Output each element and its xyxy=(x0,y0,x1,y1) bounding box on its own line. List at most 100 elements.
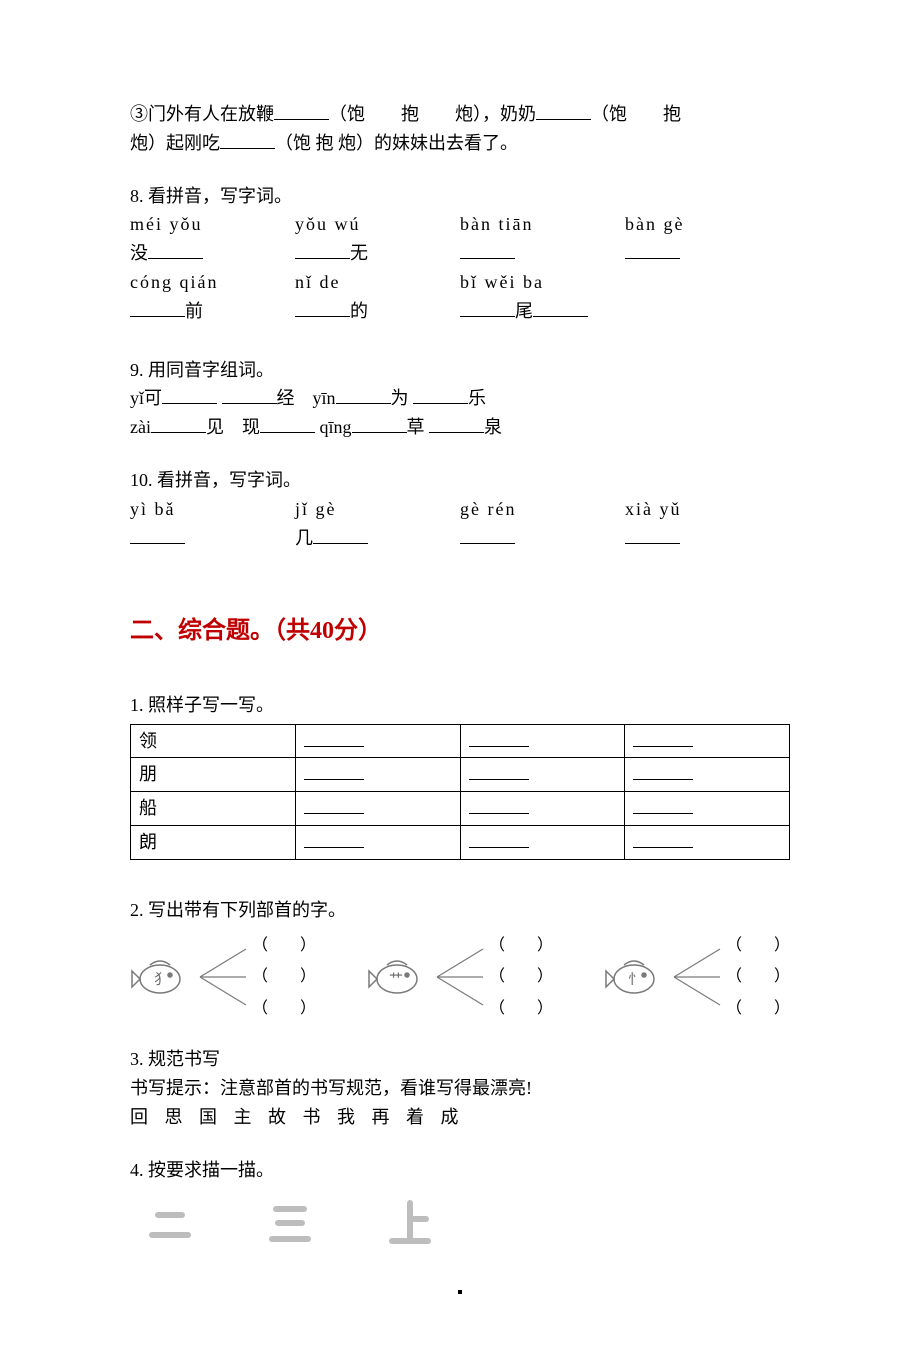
blank-fill[interactable] xyxy=(151,415,206,433)
s2-q4-title: 4. 按要求描一描。 xyxy=(130,1156,790,1185)
paren-slot[interactable]: （ ） xyxy=(489,933,553,959)
blank-fill[interactable] xyxy=(336,386,391,404)
s2-q2-title: 2. 写出带有下列部首的字。 xyxy=(130,896,790,925)
pinyin: méi yǒu xyxy=(130,214,203,234)
trace-char-san[interactable] xyxy=(260,1193,320,1253)
paren-slot[interactable]: （ ） xyxy=(252,933,316,959)
pinyin: bàn gè xyxy=(625,214,684,234)
paren-slot[interactable]: （ ） xyxy=(726,996,790,1022)
s2-question-1: 1. 照样子写一写。 领 朋 船 朗 xyxy=(130,691,790,860)
text: 为 xyxy=(391,388,409,408)
pinyin: bǐ wěi ba xyxy=(460,272,544,292)
question-9: 9. 用同音字组词。 yǐ可 经 yīn为 乐 zài见 现 qīng草 泉 xyxy=(130,356,790,442)
blank-fill[interactable] xyxy=(460,241,515,259)
bracket-lines-icon xyxy=(198,941,248,1013)
hanzi: 无 xyxy=(350,243,368,263)
pinyin: gè rén xyxy=(460,499,516,519)
table-cell[interactable] xyxy=(295,825,460,859)
table-row: 船 xyxy=(131,792,790,826)
table-cell[interactable] xyxy=(460,758,625,792)
paren-slot[interactable]: （ ） xyxy=(489,964,553,990)
blank-fill[interactable] xyxy=(260,415,315,433)
table-cell-head: 朗 xyxy=(131,825,296,859)
fish-icon: 艹 xyxy=(367,953,431,1001)
text: 经 yīn xyxy=(277,388,336,408)
hanzi: 没 xyxy=(130,243,148,263)
table-cell[interactable] xyxy=(625,792,790,826)
q8-row1-pinyin: méi yǒu yǒu wú bàn tiān bàn gè xyxy=(130,210,790,239)
trace-row xyxy=(130,1193,790,1253)
s2-q3-title: 3. 规范书写 xyxy=(130,1045,790,1074)
s2-question-2: 2. 写出带有下列部首的字。 犭 xyxy=(130,896,790,1022)
text: 泉 xyxy=(484,417,502,437)
table-cell[interactable] xyxy=(625,724,790,758)
pinyin: cóng qián xyxy=(130,272,218,292)
question-8-title: 8. 看拼音，写字词。 xyxy=(130,182,790,211)
table-cell[interactable] xyxy=(625,758,790,792)
choice-text: （饱 抱 炮），奶奶 xyxy=(329,104,536,124)
text: zài xyxy=(130,417,151,437)
question-10: 10. 看拼音，写字词。 yì bǎ jǐ gè gè rén xià yǔ 几 xyxy=(130,466,790,552)
trace-char-shang[interactable] xyxy=(380,1193,440,1253)
table-cell[interactable] xyxy=(295,724,460,758)
s2-question-3: 3. 规范书写 书写提示：注意部首的书写规范，看谁写得最漂亮! 回 思 国 主 … xyxy=(130,1045,790,1131)
radical-text: 犭 xyxy=(154,972,168,988)
table-cell-head: 朋 xyxy=(131,758,296,792)
table-cell[interactable] xyxy=(625,825,790,859)
table-cell[interactable] xyxy=(460,724,625,758)
q8-row2-hanzi: 前 的 尾 xyxy=(130,297,790,326)
table-cell-head: 领 xyxy=(131,724,296,758)
fish-group-2: 艹 （ ） （ ） （ ） xyxy=(367,933,553,1022)
text: yǐ可 xyxy=(130,388,162,408)
text: 见 现 xyxy=(206,417,260,437)
blank-fill[interactable] xyxy=(130,299,185,317)
choice-text: （饱 抱 xyxy=(591,104,681,124)
blank-fill[interactable] xyxy=(295,299,350,317)
blank-fill[interactable] xyxy=(148,241,203,259)
paren-slot[interactable]: （ ） xyxy=(726,964,790,990)
s2-q1-table: 领 朋 船 朗 xyxy=(130,724,790,860)
page-marker xyxy=(130,1277,790,1306)
pinyin: nǐ de xyxy=(295,272,341,292)
blank-fill[interactable] xyxy=(274,102,329,120)
blank-fill[interactable] xyxy=(295,241,350,259)
blank-fill[interactable] xyxy=(625,526,680,544)
q10-pinyin: yì bǎ jǐ gè gè rén xià yǔ xyxy=(130,495,790,524)
question-8: 8. 看拼音，写字词。 méi yǒu yǒu wú bàn tiān bàn … xyxy=(130,182,790,326)
blank-fill[interactable] xyxy=(429,415,484,433)
blank-fill[interactable] xyxy=(130,526,185,544)
blank-fill[interactable] xyxy=(313,526,368,544)
paren-slot[interactable]: （ ） xyxy=(489,996,553,1022)
table-cell[interactable] xyxy=(460,825,625,859)
trace-char-er[interactable] xyxy=(140,1193,200,1253)
s2-q3-hint: 书写提示：注意部首的书写规范，看谁写得最漂亮! xyxy=(130,1074,790,1103)
paren-slot[interactable]: （ ） xyxy=(726,933,790,959)
fish-row: 犭 （ ） （ ） （ ） xyxy=(130,933,790,1022)
table-cell[interactable] xyxy=(295,792,460,826)
table-cell[interactable] xyxy=(460,792,625,826)
q10-hanzi: 几 xyxy=(130,524,790,553)
pinyin: jǐ gè xyxy=(295,499,337,519)
blank-fill[interactable] xyxy=(533,299,588,317)
bracket-slots: （ ） （ ） （ ） xyxy=(726,933,790,1022)
blank-fill[interactable] xyxy=(460,299,515,317)
s2-q1-title: 1. 照样子写一写。 xyxy=(130,691,790,720)
paren-slot[interactable]: （ ） xyxy=(252,964,316,990)
blank-fill[interactable] xyxy=(222,386,277,404)
choice-text: （饱 抱 炮）的妹妹出去看了。 xyxy=(275,133,518,153)
blank-fill[interactable] xyxy=(625,241,680,259)
blank-fill[interactable] xyxy=(460,526,515,544)
dot-icon xyxy=(458,1290,462,1294)
blank-fill[interactable] xyxy=(220,131,275,149)
blank-fill[interactable] xyxy=(162,386,217,404)
pinyin: xià yǔ xyxy=(625,499,682,519)
s2-q3-chars: 回 思 国 主 故 书 我 再 着 成 xyxy=(130,1103,790,1132)
q8-row1-hanzi: 没 无 xyxy=(130,239,790,268)
blank-fill[interactable] xyxy=(536,102,591,120)
blank-fill[interactable] xyxy=(413,386,468,404)
table-cell[interactable] xyxy=(295,758,460,792)
fish-group-1: 犭 （ ） （ ） （ ） xyxy=(130,933,316,1022)
fish-group-3: 忄 （ ） （ ） （ ） xyxy=(604,933,790,1022)
blank-fill[interactable] xyxy=(352,415,407,433)
paren-slot[interactable]: （ ） xyxy=(252,996,316,1022)
